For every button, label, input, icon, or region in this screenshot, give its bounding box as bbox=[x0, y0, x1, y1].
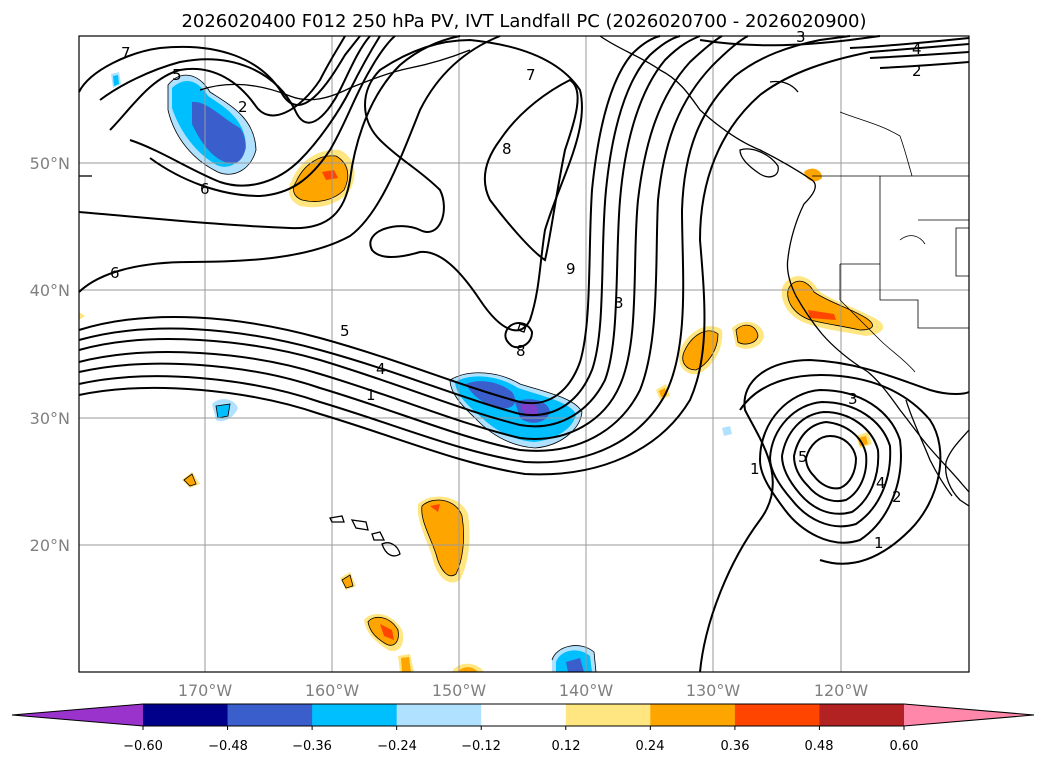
colorbar: −0.60 −0.48 −0.36 −0.24 −0.12 0.12 0.24 … bbox=[11, 703, 1035, 754]
colorbar-tick-label: −0.60 bbox=[123, 739, 163, 754]
colorbar-tick-label: −0.48 bbox=[208, 739, 248, 754]
colorbar-tick-label: 0.48 bbox=[805, 739, 834, 754]
contour-label: 2 bbox=[912, 62, 922, 80]
colorbar-segments bbox=[11, 703, 1035, 730]
colorbar-ticks: −0.60 −0.48 −0.36 −0.24 −0.12 0.12 0.24 … bbox=[123, 739, 918, 754]
contour-label: 2 bbox=[238, 98, 248, 116]
contour-label: 3 bbox=[796, 28, 806, 46]
colorbar-tick-label: −0.36 bbox=[292, 739, 332, 754]
lon-label: 150°W bbox=[432, 681, 487, 700]
contour-label: 1 bbox=[750, 460, 760, 478]
colorbar-extend-low bbox=[12, 704, 143, 726]
colorbar-tick-label: 0.36 bbox=[721, 739, 750, 754]
lon-label: 160°W bbox=[305, 681, 360, 700]
contour-label: 8 bbox=[516, 342, 526, 360]
lon-label: 120°W bbox=[814, 681, 869, 700]
map-title: 2026020400 F012 250 hPa PV, IVT Landfall… bbox=[181, 11, 866, 32]
colorbar-segment bbox=[143, 704, 229, 726]
lat-label: 30°N bbox=[30, 409, 70, 428]
contour-label: 5 bbox=[172, 66, 182, 84]
contour-label: 5 bbox=[340, 322, 350, 340]
contour-label: 7 bbox=[121, 44, 131, 62]
lon-label: 130°W bbox=[686, 681, 741, 700]
graticule bbox=[79, 36, 969, 672]
colorbar-tick-label: 0.24 bbox=[636, 739, 665, 754]
colorbar-tick-label: −0.24 bbox=[377, 739, 417, 754]
lat-axis: 50°N 40°N 30°N 20°N bbox=[30, 154, 70, 555]
contour-label: 4 bbox=[912, 40, 922, 58]
colorbar-segment bbox=[565, 704, 651, 726]
pv-shading bbox=[79, 72, 884, 673]
lat-label: 50°N bbox=[30, 154, 70, 173]
contour-label: 4 bbox=[376, 360, 386, 378]
lon-label: 170°W bbox=[178, 681, 233, 700]
contour-label: 6 bbox=[200, 180, 210, 198]
contour-label: 9 bbox=[566, 260, 576, 278]
contour-label: 4 bbox=[876, 474, 886, 492]
contour-label: 3 bbox=[848, 390, 858, 408]
colorbar-segment bbox=[481, 704, 567, 726]
contour-label: 1 bbox=[874, 534, 884, 552]
colorbar-segment bbox=[312, 704, 398, 726]
contour-lines bbox=[78, 35, 970, 673]
coastlines bbox=[79, 35, 970, 557]
contour-label: 5 bbox=[798, 448, 808, 466]
lat-label: 20°N bbox=[30, 536, 70, 555]
contour-label: 7 bbox=[526, 66, 536, 84]
contour-label: 8 bbox=[502, 140, 512, 158]
lon-label: 140°W bbox=[559, 681, 614, 700]
colorbar-segment bbox=[819, 704, 905, 726]
colorbar-segment bbox=[396, 704, 482, 726]
colorbar-tick-label: −0.12 bbox=[461, 739, 501, 754]
contour-label: 1 bbox=[366, 386, 376, 404]
lon-axis: 170°W 160°W 150°W 140°W 130°W 120°W bbox=[178, 681, 869, 700]
colorbar-extend-high bbox=[904, 704, 1034, 726]
colorbar-tick-label: 0.12 bbox=[552, 739, 581, 754]
colorbar-segment bbox=[734, 704, 820, 726]
lat-label: 40°N bbox=[30, 281, 70, 300]
colorbar-segment bbox=[650, 704, 736, 726]
contour-label: 3 bbox=[614, 294, 624, 312]
contour-label: 6 bbox=[110, 264, 120, 282]
contour-label: 2 bbox=[892, 488, 902, 506]
colorbar-tick-label: 0.60 bbox=[890, 739, 919, 754]
map-area: 7 5 2 6 6 7 8 9 3 8 5 4 1 3 4 2 1 1 3 5 … bbox=[78, 28, 970, 673]
colorbar-segment bbox=[227, 704, 313, 726]
contour-label-group: 7 5 2 6 6 7 8 9 3 8 5 4 1 3 4 2 1 1 3 5 … bbox=[110, 28, 922, 552]
